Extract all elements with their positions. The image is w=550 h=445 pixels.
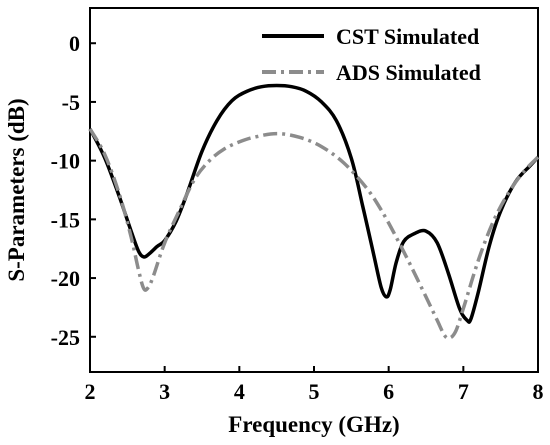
y-tick-label: -5	[62, 90, 80, 115]
series-line-ads-simulated	[88, 127, 540, 341]
x-tick-label: 8	[533, 379, 544, 404]
y-axis-title: S-Parameters (dB)	[4, 98, 29, 281]
y-tick-label: -20	[51, 266, 80, 291]
y-tick-label: 0	[69, 31, 80, 56]
x-axis-ticks: 2 3 4 5 6 7 8	[85, 366, 544, 404]
y-tick-label: -15	[51, 207, 80, 232]
x-tick-label: 6	[383, 379, 394, 404]
y-tick-label: -10	[51, 149, 80, 174]
series-layer	[88, 83, 540, 341]
series-line-cst-simulated	[88, 83, 540, 324]
legend-label-ads-simulated: ADS Simulated	[336, 60, 481, 85]
x-tick-label: 7	[458, 379, 469, 404]
x-tick-label: 3	[159, 379, 170, 404]
y-axis-ticks: 0 -5 -10 -15 -20 -25	[51, 31, 96, 350]
x-tick-label: 4	[234, 379, 245, 404]
x-axis-title: Frequency (GHz)	[228, 412, 399, 437]
legend-label-cst-simulated: CST Simulated	[336, 24, 479, 49]
legend: CST Simulated ADS Simulated	[262, 24, 481, 85]
x-tick-label: 2	[85, 379, 96, 404]
x-tick-label: 5	[309, 379, 320, 404]
y-tick-label: -25	[51, 325, 80, 350]
